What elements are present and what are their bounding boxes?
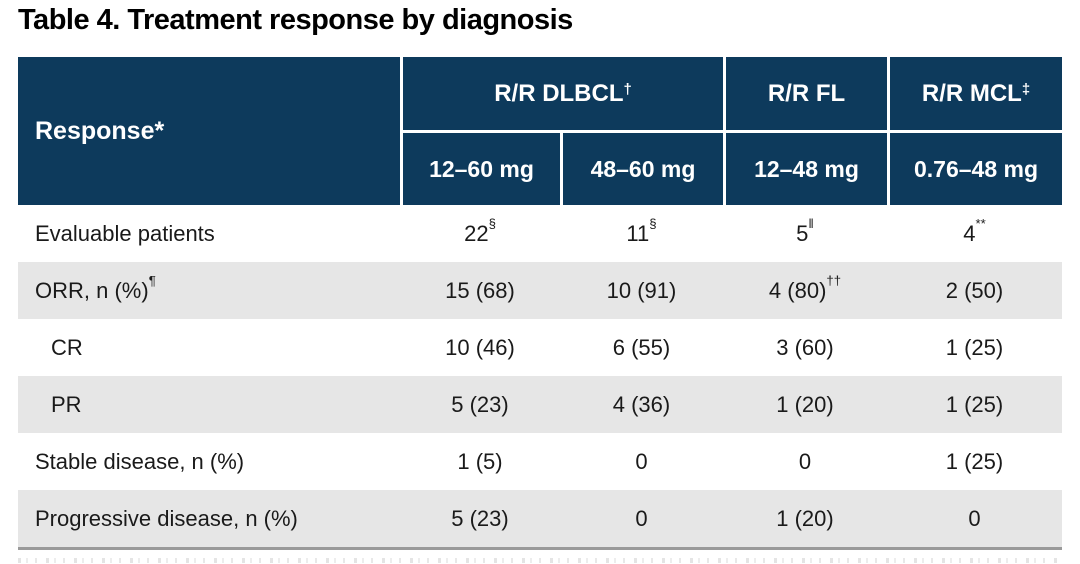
cell-value: 22§ bbox=[400, 217, 560, 247]
header-dose-mcl: 0.76–48 mg bbox=[887, 130, 1062, 205]
table-row-cr: CR 10 (46) 6 (55) 3 (60) 1 (25) bbox=[18, 319, 1062, 376]
cell-text: 11 bbox=[626, 220, 650, 246]
header-group-mcl: R/R MCL ‡ bbox=[887, 57, 1062, 130]
table-row-pr: PR 5 (23) 4 (36) 1 (20) 1 (25) bbox=[18, 376, 1062, 433]
row-label: PR bbox=[18, 392, 400, 418]
cell-value: 0 bbox=[887, 506, 1062, 532]
cell-text: 1 (25) bbox=[945, 334, 1004, 360]
table-body: Evaluable patients 22§ 11§ 5‖ 4** ORR, n… bbox=[18, 205, 1062, 550]
cell-value: 0 bbox=[560, 506, 723, 532]
cell-text: 10 (91) bbox=[606, 277, 677, 303]
cell-value: 3 (60) bbox=[723, 335, 887, 361]
cell-value: 10 (46) bbox=[400, 335, 560, 361]
cell-sup: ‖ bbox=[808, 216, 814, 232]
cell-value: 11§ bbox=[560, 217, 723, 247]
cell-text: 0 bbox=[968, 505, 981, 531]
cell-value: 6 (55) bbox=[560, 335, 723, 361]
cell-text: 4 (36) bbox=[612, 391, 671, 417]
cell-text: 1 (25) bbox=[945, 448, 1004, 474]
cell-text: 4 bbox=[963, 220, 976, 246]
cell-text: 4 (80) bbox=[768, 277, 827, 303]
row-label: Stable disease, n (%) bbox=[18, 449, 400, 475]
cell-value: 5‖ bbox=[723, 217, 887, 247]
cell-value: 1 (25) bbox=[887, 335, 1062, 361]
cell-value: 4** bbox=[887, 217, 1062, 247]
table-row-orr: ORR, n (%)¶ 15 (68) 10 (91) 4 (80)†† 2 (… bbox=[18, 262, 1062, 319]
cell-text: 1 (20) bbox=[776, 391, 834, 417]
row-label: ORR, n (%)¶ bbox=[18, 274, 400, 304]
cropped-footnote-strip bbox=[18, 558, 1062, 563]
cell-value: 0 bbox=[723, 449, 887, 475]
cell-text: 5 bbox=[796, 220, 809, 246]
cell-text: 1 (25) bbox=[945, 391, 1004, 417]
cell-text: 6 (55) bbox=[612, 334, 671, 360]
cell-text: 10 (46) bbox=[445, 334, 515, 360]
row-label-text: Stable disease, n (%) bbox=[35, 448, 245, 474]
row-label: Progressive disease, n (%) bbox=[18, 506, 400, 532]
header-response-label: Response* bbox=[35, 116, 165, 145]
cell-text: 22 bbox=[464, 220, 489, 246]
row-label-sup: ¶ bbox=[148, 273, 156, 289]
cell-sup: †† bbox=[826, 273, 842, 289]
cell-text: 5 (23) bbox=[451, 391, 509, 417]
row-label: Evaluable patients bbox=[18, 221, 400, 247]
row-label-text: ORR, n (%) bbox=[35, 277, 149, 303]
treatment-response-table: Response* R/R DLBCL † R/R FL R/R MCL ‡ 12–… bbox=[18, 57, 1062, 550]
cell-value: 1 (20) bbox=[723, 392, 887, 418]
cell-sup: § bbox=[488, 216, 496, 232]
cell-value: 1 (20) bbox=[723, 506, 887, 532]
cell-value: 0 bbox=[560, 449, 723, 475]
cell-text: 5 (23) bbox=[451, 505, 509, 531]
table-row-evaluable-patients: Evaluable patients 22§ 11§ 5‖ 4** bbox=[18, 205, 1062, 262]
cell-text: 0 bbox=[635, 448, 648, 474]
cell-value: 4 (80)†† bbox=[723, 274, 887, 304]
header-group-mcl-label: R/R MCL bbox=[921, 79, 1022, 107]
row-label-text: PR bbox=[51, 391, 82, 417]
table-title: Table 4. Treatment response by diagnosis bbox=[18, 4, 573, 36]
cell-value: 4 (36) bbox=[560, 392, 723, 418]
cell-text: 15 (68) bbox=[445, 277, 515, 303]
header-dose-dlbcl-low: 12–60 mg bbox=[400, 130, 560, 205]
row-label-text: Evaluable patients bbox=[35, 220, 215, 246]
cell-value: 5 (23) bbox=[400, 506, 560, 532]
row-label-text: Progressive disease, n (%) bbox=[35, 505, 298, 531]
header-group-dlbcl: R/R DLBCL † bbox=[400, 57, 723, 130]
cell-text: 1 (20) bbox=[776, 505, 834, 531]
cell-value: 1 (25) bbox=[887, 449, 1062, 475]
header-dose-dlbcl-high: 48–60 mg bbox=[560, 130, 723, 205]
header-group-fl: R/R FL bbox=[723, 57, 887, 130]
cell-sup: ** bbox=[975, 216, 986, 232]
cell-value: 1 (25) bbox=[887, 392, 1062, 418]
cell-value: 10 (91) bbox=[560, 278, 723, 304]
cell-value: 15 (68) bbox=[400, 278, 560, 304]
cell-value: 2 (50) bbox=[887, 278, 1062, 304]
cell-value: 1 (5) bbox=[400, 449, 560, 475]
row-label: CR bbox=[18, 335, 400, 361]
table-row-progressive-disease: Progressive disease, n (%) 5 (23) 0 1 (2… bbox=[18, 490, 1062, 547]
cell-text: 0 bbox=[635, 505, 648, 531]
cell-text: 0 bbox=[798, 448, 812, 474]
cell-text: 3 (60) bbox=[776, 334, 834, 360]
header-group-dlbcl-label: R/R DLBCL bbox=[494, 79, 624, 107]
table-header: Response* R/R DLBCL † R/R FL R/R MCL ‡ 12–… bbox=[18, 57, 1062, 205]
cell-sup: § bbox=[649, 216, 657, 232]
cell-value: 5 (23) bbox=[400, 392, 560, 418]
cell-text: 2 (50) bbox=[945, 277, 1004, 303]
row-label-text: CR bbox=[51, 334, 83, 360]
header-group-fl-label: R/R FL bbox=[767, 79, 846, 107]
cell-text: 1 (5) bbox=[457, 448, 503, 474]
header-dose-fl: 12–48 mg bbox=[723, 130, 887, 205]
table-row-stable-disease: Stable disease, n (%) 1 (5) 0 0 1 (25) bbox=[18, 433, 1062, 490]
header-response: Response* bbox=[18, 57, 400, 205]
